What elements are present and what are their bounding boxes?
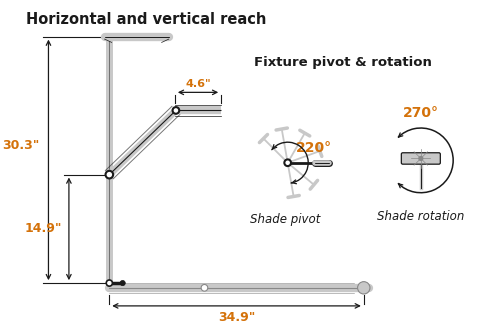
Text: Shade rotation: Shade rotation <box>377 210 464 223</box>
Circle shape <box>358 282 370 294</box>
Circle shape <box>284 159 291 166</box>
Text: Shade pivot: Shade pivot <box>250 213 320 226</box>
Text: 270°: 270° <box>403 106 439 120</box>
Circle shape <box>120 280 126 286</box>
Circle shape <box>201 284 208 291</box>
Text: Horizontal and vertical reach: Horizontal and vertical reach <box>26 12 266 27</box>
Text: Fixture pivot & rotation: Fixture pivot & rotation <box>254 56 432 69</box>
Circle shape <box>419 156 422 160</box>
Text: 4.6": 4.6" <box>185 79 211 89</box>
Text: 30.3": 30.3" <box>2 139 40 152</box>
Text: 14.9": 14.9" <box>24 222 62 236</box>
Text: 34.9": 34.9" <box>218 311 255 324</box>
FancyBboxPatch shape <box>402 153 440 164</box>
Circle shape <box>106 171 113 179</box>
Circle shape <box>172 107 179 114</box>
Text: 220°: 220° <box>296 141 333 155</box>
Circle shape <box>106 280 112 286</box>
